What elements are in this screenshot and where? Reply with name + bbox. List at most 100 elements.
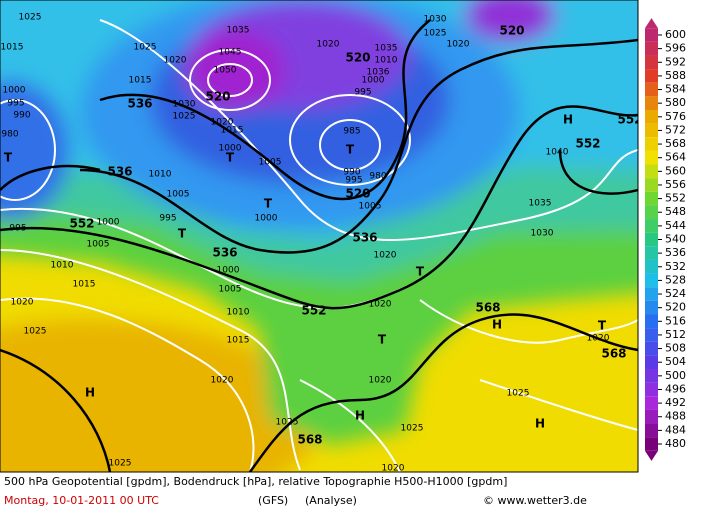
colorbar-band — [645, 423, 658, 438]
footer-description: 500 hPa Geopotential [gpdm], Bodendruck … — [4, 475, 507, 488]
colorbar-band — [645, 287, 658, 301]
map-label: 552 — [575, 137, 600, 151]
colorbar-tick-label: 496 — [665, 382, 686, 395]
colorbar-tick-label: 580 — [665, 96, 686, 109]
colorbar-tick-label: 484 — [665, 423, 686, 436]
map-label: 1005 — [219, 285, 242, 295]
map-label: 1020 — [317, 40, 340, 50]
map-label: 995 — [9, 224, 26, 234]
map-label: 520 — [205, 90, 230, 104]
colorbar-band — [645, 178, 658, 192]
map-label: 1010 — [227, 308, 250, 318]
map-label: 1035 — [529, 199, 552, 209]
colorbar-band — [645, 328, 658, 342]
map-label: H — [492, 318, 502, 332]
map-label: 1025 — [173, 112, 196, 122]
map-label: T — [416, 265, 425, 279]
map-label: T — [378, 333, 387, 347]
colorbar-band — [645, 150, 658, 165]
colorbar-cap-top — [645, 18, 658, 29]
colorbar-tick-label: 512 — [665, 328, 686, 341]
colorbar-tick-label: 500 — [665, 369, 686, 382]
map-label: 552 — [69, 217, 94, 231]
map-frame — [0, 0, 639, 473]
colorbar: 6005965925885845805765725685645605565525… — [645, 18, 686, 461]
map-label: T — [226, 151, 235, 165]
map-label: 1035 — [227, 26, 250, 36]
map-label: 1020 — [374, 251, 397, 261]
colorbar-tick-label: 568 — [665, 137, 686, 150]
map-label: 1050 — [214, 66, 237, 76]
map-label: 990 — [13, 111, 30, 121]
colorbar-tick-label: 540 — [665, 233, 686, 246]
map-label: 1005 — [259, 158, 282, 168]
map-label: 536 — [212, 246, 237, 260]
map-label: 568 — [297, 433, 322, 447]
colorbar-tick-label: 552 — [665, 192, 686, 205]
colorbar-band — [645, 96, 658, 110]
colorbar-tick-label: 600 — [665, 28, 686, 41]
colorbar-band — [645, 28, 658, 42]
colorbar-band — [645, 259, 658, 274]
map-label: 1030 — [173, 100, 196, 110]
colorbar-tick-label: 536 — [665, 246, 686, 259]
colorbar-tick-label: 544 — [665, 219, 686, 232]
map-label: 520 — [345, 51, 370, 65]
map-label: 1015 — [129, 76, 152, 86]
map-label: 536 — [352, 231, 377, 245]
color-field — [0, 0, 638, 472]
colorbar-band — [645, 382, 658, 397]
map-label: 1040 — [546, 148, 569, 158]
map-label: 995 — [159, 214, 176, 224]
map-label: 995 — [345, 176, 362, 186]
colorbar-tick-label: 592 — [665, 55, 686, 68]
map-label: T — [264, 197, 273, 211]
colorbar-tick-label: 492 — [665, 396, 686, 409]
map-label: 1000 — [3, 86, 26, 96]
colorbar-tick-label: 488 — [665, 410, 686, 423]
map-label: 1025 — [424, 29, 447, 39]
colorbar-tick-label: 532 — [665, 260, 686, 273]
map-label: H — [85, 386, 95, 400]
map-label: 1020 — [369, 300, 392, 310]
colorbar-band — [645, 205, 658, 220]
colorbar-band — [645, 41, 658, 56]
map-label: 995 — [354, 88, 371, 98]
colorbar-tick-label: 556 — [665, 178, 686, 191]
map-label: 1005 — [167, 190, 190, 200]
map-label: 1000 — [217, 266, 240, 276]
map-label: 1025 — [19, 13, 42, 23]
colorbar-tick-label: 524 — [665, 287, 686, 300]
map-label: 985 — [343, 127, 360, 137]
footer: 500 hPa Geopotential [gpdm], Bodendruck … — [4, 475, 587, 507]
map-label: 1020 — [369, 376, 392, 386]
colorbar-band — [645, 219, 658, 233]
map-label: 1010 — [375, 56, 398, 66]
colorbar-tick-label: 572 — [665, 123, 686, 136]
geopotential-lines — [0, 19, 638, 472]
colorbar-tick-label: 584 — [665, 83, 686, 96]
colorbar-band — [645, 82, 658, 97]
map-label: 1010 — [149, 170, 172, 180]
map-label: H — [355, 409, 365, 423]
colorbar-band — [645, 341, 658, 356]
colorbar-tick-label: 520 — [665, 301, 686, 314]
colorbar-band — [645, 273, 658, 288]
colorbar-band — [645, 164, 658, 179]
colorbar-tick-label: 516 — [665, 314, 686, 327]
map-label: H — [535, 417, 545, 431]
map-label: 1020 — [164, 56, 187, 66]
footer-model: (GFS) — [258, 494, 288, 507]
map-label: 1000 — [219, 144, 242, 154]
colorbar-band — [645, 191, 658, 206]
map-label: 568 — [601, 347, 626, 361]
map-label: 1020 — [587, 334, 610, 344]
map-label: 520 — [345, 187, 370, 201]
colorbar-tick-label: 564 — [665, 151, 686, 164]
colorbar-cap-bottom — [645, 450, 658, 461]
colorbar-band — [645, 369, 658, 383]
map-label: 1020 — [382, 464, 405, 474]
map-label: 536 — [107, 165, 132, 179]
